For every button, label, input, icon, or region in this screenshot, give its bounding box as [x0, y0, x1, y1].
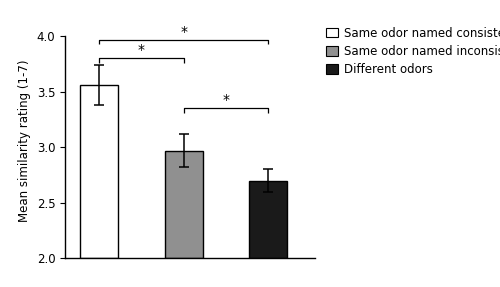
Text: *: *	[180, 24, 187, 38]
Bar	[80, 85, 118, 258]
Text: *: *	[138, 43, 145, 57]
Bar	[250, 181, 288, 258]
Text: *: *	[222, 93, 230, 107]
Legend: Same odor named consistently, Same odor named inconsistently, Different odors: Same odor named consistently, Same odor …	[326, 26, 500, 76]
Y-axis label: Mean similarity rating (1-7): Mean similarity rating (1-7)	[18, 59, 31, 222]
Bar	[164, 151, 202, 258]
